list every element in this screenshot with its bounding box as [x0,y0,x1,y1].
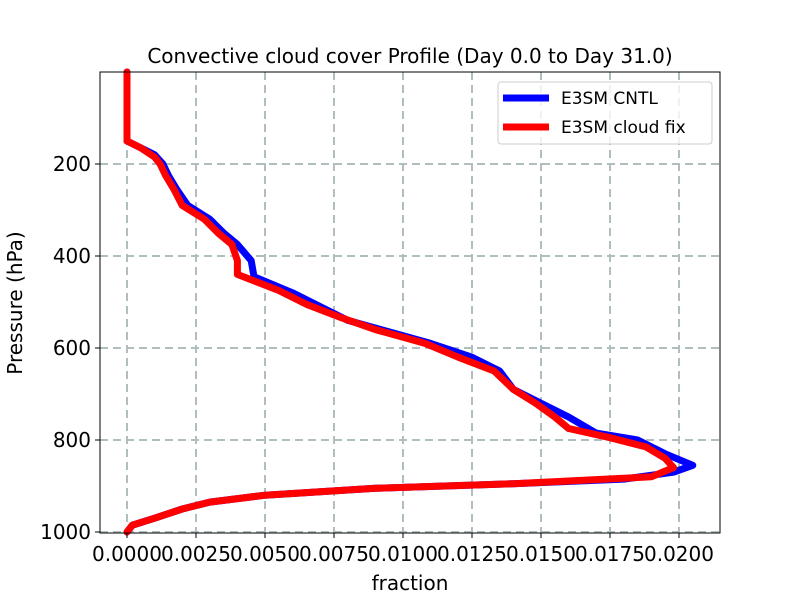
legend: E3SM CNTL E3SM cloud fix [497,81,713,145]
legend-frame [497,81,713,145]
x-tick-label: 0.0100 [368,542,438,566]
chart-title: Convective cloud cover Profile (Day 0.0 … [147,44,672,68]
x-tick-label: 0.0000 [92,542,162,566]
y-tick-label: 1000 [40,520,91,544]
x-tick-label: 0.0150 [506,542,576,566]
x-tick-label: 0.0050 [230,542,300,566]
x-tick-label: 0.0200 [644,542,714,566]
x-axis-ticks: 0.0000 0.0025 0.0050 0.0075 0.0100 0.0125 0.01… [92,533,714,566]
legend-label-cloud-fix: E3SM cloud fix [561,118,686,138]
series-line-1 [123,68,677,536]
data-series [123,68,697,536]
plot-frame [99,71,721,534]
y-tick-label: 600 [53,336,91,360]
x-tick-label: 0.0075 [299,542,369,566]
x-tick-label: 0.0175 [575,542,645,566]
x-axis-label: fraction [372,571,449,595]
y-axis-label: Pressure (hPa) [3,231,27,374]
y-tick-label: 800 [53,428,91,452]
y-axis-ticks: 200 400 600 800 1000 [40,152,100,544]
y-tick-label: 400 [53,244,91,268]
legend-label-cntl: E3SM CNTL [561,89,658,109]
y-tick-label: 200 [53,152,91,176]
x-tick-label: 0.0025 [161,542,231,566]
x-tick-label: 0.0125 [437,542,507,566]
